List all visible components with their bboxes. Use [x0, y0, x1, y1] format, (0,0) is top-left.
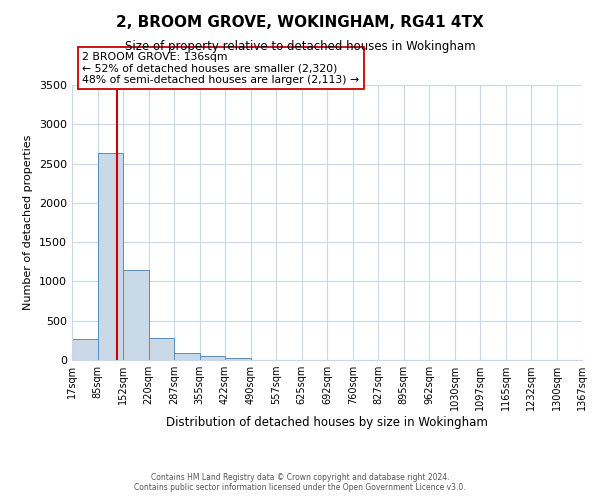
Text: Size of property relative to detached houses in Wokingham: Size of property relative to detached ho…: [125, 40, 475, 53]
Text: 2 BROOM GROVE: 136sqm
← 52% of detached houses are smaller (2,320)
48% of semi-d: 2 BROOM GROVE: 136sqm ← 52% of detached …: [82, 52, 359, 85]
Bar: [72, 339, 98, 360]
Bar: [149, 338, 174, 360]
Y-axis label: Number of detached properties: Number of detached properties: [23, 135, 34, 310]
Bar: [200, 356, 225, 360]
Text: 2, BROOM GROVE, WOKINGHAM, RG41 4TX: 2, BROOM GROVE, WOKINGHAM, RG41 4TX: [116, 15, 484, 30]
Bar: [174, 353, 200, 360]
X-axis label: Distribution of detached houses by size in Wokingham: Distribution of detached houses by size …: [166, 416, 488, 429]
Bar: [225, 358, 251, 360]
Bar: [98, 152, 123, 360]
Text: Contains HM Land Registry data © Crown copyright and database right 2024.
Contai: Contains HM Land Registry data © Crown c…: [134, 473, 466, 492]
Bar: [123, 270, 149, 360]
